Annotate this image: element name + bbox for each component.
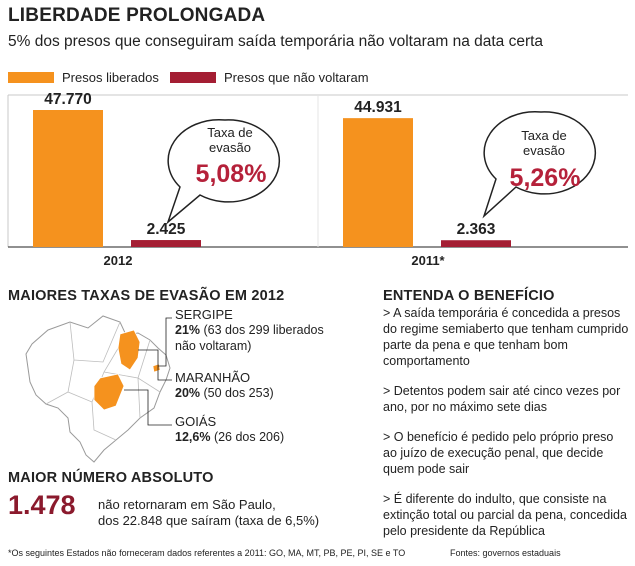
bubble-shape-2011: [482, 110, 597, 219]
bubble-label-2011-line2: evasão: [523, 143, 565, 158]
state-goias: GOIÁS 12,6% (26 dos 206): [175, 414, 284, 445]
bar-value-not-returned-2012: 2.425: [147, 221, 186, 238]
legend-item-released: Presos liberados: [8, 70, 159, 85]
state-maranhao-detail: (50 dos 253): [203, 386, 274, 400]
state-sergipe-line1: 21% (63 dos 299 liberados: [175, 322, 324, 338]
bubble-label-2011-line1: Taxa de: [521, 128, 567, 143]
rate-bubble-2011: Taxa de evasão 5,26%: [482, 110, 597, 219]
bar-released-2012: [33, 110, 103, 247]
states-section-title: MAIORES TAXAS DE EVASÃO EM 2012: [8, 288, 285, 304]
state-goias-shape: [93, 373, 125, 411]
sources: Fontes: governos estaduais: [450, 548, 561, 558]
bar-chart: 47.770 2.425 44.931 2.363 2012 2011* Taxa d…: [7, 91, 628, 268]
bar-not-returned-2011: [441, 240, 511, 247]
legend-swatch-not-returned: [170, 72, 216, 83]
bar-released-2011: [343, 118, 413, 247]
state-goias-line1: 12,6% (26 dos 206): [175, 429, 284, 445]
state-goias-name: GOIÁS: [175, 414, 217, 429]
bubble-shape-2012: [166, 118, 281, 225]
legend-swatch-released: [8, 72, 54, 83]
benefit-item-1: > A saída temporária é concedida a preso…: [383, 306, 629, 368]
bar-value-not-returned-2011: 2.363: [457, 221, 496, 238]
absolute-number: 1.478: [8, 490, 76, 520]
absolute-description: não retornaram em São Paulo, dos 22.848 …: [98, 497, 319, 529]
absolute-line2: dos 22.848 que saíram (taxa de 6,5%): [98, 513, 320, 528]
brazil-map: [25, 315, 172, 463]
legend-label-not-returned: Presos que não voltaram: [224, 70, 369, 85]
bubble-rate-2011: 5,26%: [510, 164, 581, 192]
benefit-section-title: ENTENDA O BENEFÍCIO: [383, 288, 555, 304]
state-maranhao: MARANHÃO 20% (50 dos 253): [175, 370, 274, 401]
state-sergipe-detail: (63 dos 299 liberados: [203, 323, 324, 337]
benefit-item-4: > É diferente do indulto, que consiste n…: [383, 492, 627, 538]
benefit-item-2: > Detentos podem sair até cinco vezes po…: [383, 384, 621, 414]
bar-not-returned-2012: [131, 240, 201, 247]
state-maranhao-pct: 20%: [175, 386, 201, 400]
goias-leader-line: [124, 389, 172, 426]
benefit-list: > A saída temporária é concedida a preso…: [383, 305, 629, 553]
legend-label-released: Presos liberados: [62, 70, 159, 85]
page-title: LIBERDADE PROLONGADA: [8, 5, 266, 26]
state-borders: [45, 321, 161, 441]
legend-item-not-returned: Presos que não voltaram: [170, 70, 369, 85]
state-maranhao-line1: 20% (50 dos 253): [175, 385, 274, 401]
benefit-item-3: > O benefício é pedido pelo próprio pres…: [383, 430, 614, 476]
state-sergipe-line2: não voltaram): [175, 339, 252, 353]
state-maranhao-shape: [117, 329, 141, 371]
state-sergipe-name: SERGIPE: [175, 307, 233, 322]
state-goias-pct: 12,6%: [175, 430, 211, 444]
page-subtitle: 5% dos presos que conseguiram saída temp…: [8, 33, 544, 50]
absolute-line1: não retornaram em São Paulo,: [98, 497, 276, 512]
state-goias-detail: (26 dos 206): [213, 430, 285, 444]
bubble-label-2012-line2: evasão: [209, 140, 251, 155]
category-label-2012: 2012: [104, 253, 133, 268]
bar-value-released-2012: 47.770: [44, 91, 91, 108]
sergipe-leader-line: [158, 317, 172, 367]
state-sergipe-pct: 21%: [175, 323, 201, 337]
bubble-label-2012-line1: Taxa de: [207, 125, 253, 140]
state-sergipe: SERGIPE 21% (63 dos 299 liberados não vo…: [175, 307, 324, 354]
absolute-section-title: MAIOR NÚMERO ABSOLUTO: [8, 470, 214, 486]
footnote: *Os seguintes Estados não forneceram dad…: [8, 548, 406, 558]
category-label-2011: 2011*: [411, 253, 445, 268]
maranhao-leader-line: [138, 349, 172, 381]
bar-value-released-2011: 44.931: [354, 99, 402, 116]
rate-bubble-2012: Taxa de evasão 5,08%: [166, 118, 281, 225]
state-maranhao-name: MARANHÃO: [175, 370, 251, 385]
bubble-rate-2012: 5,08%: [196, 160, 267, 188]
